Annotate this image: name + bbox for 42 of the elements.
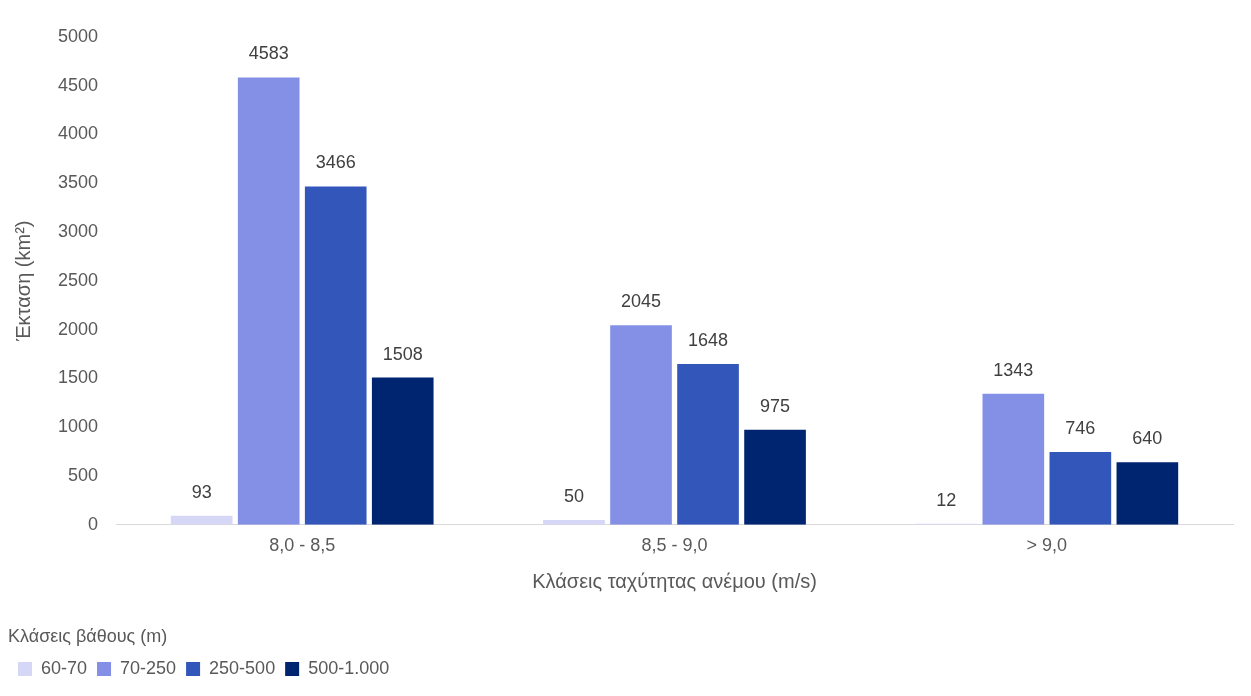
y-axis-title: Έκταση (km²)	[11, 220, 34, 343]
data-label: 12	[936, 489, 957, 510]
y-tick-label: 500	[68, 464, 99, 485]
y-tick-label: 3000	[58, 220, 99, 241]
legend-label: 500-1.000	[308, 657, 390, 678]
x-tick-label: 8,5 - 9,0	[641, 534, 708, 555]
bar	[677, 363, 739, 525]
data-label: 3466	[315, 152, 356, 173]
y-tick-label: 5000	[58, 25, 99, 46]
data-label: 1508	[382, 343, 423, 364]
bar	[744, 429, 806, 525]
x-tick-label: > 9,0	[1026, 534, 1068, 555]
data-label: 1343	[993, 359, 1034, 380]
bar	[982, 393, 1045, 525]
bar	[610, 325, 672, 525]
legend-label: 70-250	[120, 657, 177, 678]
bar	[371, 377, 434, 525]
y-tick-label: 2500	[58, 269, 99, 290]
y-tick-label: 0	[88, 513, 99, 534]
bar	[237, 77, 300, 525]
legend-label: 250-500	[209, 657, 276, 678]
y-tick-label: 4500	[58, 74, 99, 95]
y-tick-label: 4000	[58, 123, 99, 144]
data-label: 746	[1065, 417, 1096, 438]
legend-label: 60-70	[41, 657, 88, 678]
legend-title: Κλάσεις βάθους (m)	[8, 626, 168, 647]
data-label: 975	[760, 395, 791, 416]
data-label: 640	[1132, 428, 1163, 449]
data-label: 1648	[688, 329, 729, 350]
bar	[1116, 462, 1179, 525]
x-tick-label: 8,0 - 8,5	[269, 534, 336, 555]
bar	[1049, 451, 1112, 525]
x-axis-title: Κλάσεις ταχύτητας ανέμου (m/s)	[532, 569, 817, 592]
y-tick-label: 3500	[58, 172, 99, 193]
data-label: 2045	[620, 291, 662, 312]
y-tick-label: 1000	[58, 416, 99, 437]
y-tick-label: 2000	[58, 318, 99, 339]
data-label: 4583	[248, 43, 289, 64]
data-label: 50	[563, 485, 585, 506]
data-label: 93	[191, 481, 212, 502]
y-tick-label: 1500	[58, 367, 99, 388]
bar	[304, 186, 367, 525]
